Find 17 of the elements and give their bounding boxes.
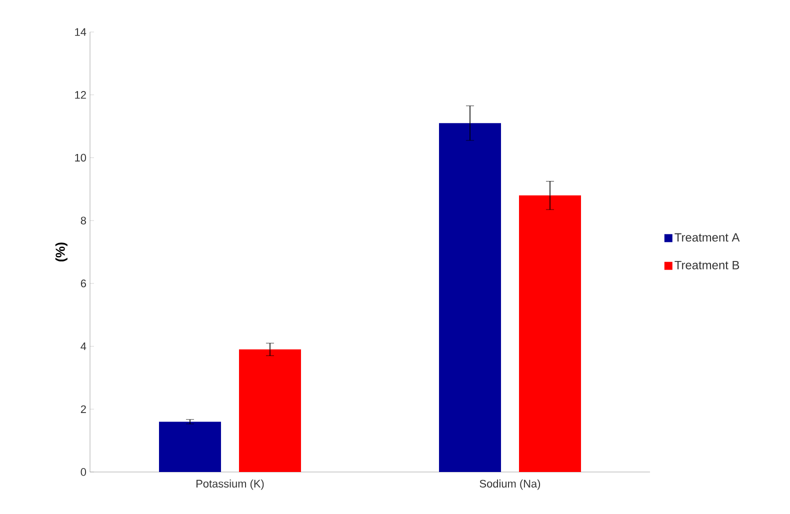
legend-label: Treatment B	[674, 260, 740, 270]
y-axis-title: (%)	[55, 242, 68, 262]
y-tick-label: 4	[80, 342, 86, 350]
bar	[439, 123, 502, 472]
bar	[239, 349, 302, 472]
legend-label: Treatment A	[674, 233, 740, 242]
y-tick-label: 0	[80, 468, 86, 476]
bar	[519, 195, 582, 472]
y-tick-label: 10	[75, 154, 86, 162]
y-tick-label: 6	[80, 280, 86, 288]
bar	[159, 422, 222, 472]
y-tick-label: 2	[80, 405, 86, 413]
y-tick-label: 14	[75, 28, 86, 36]
x-tick-label: Potassium (K)	[196, 480, 264, 490]
x-tick-label: Sodium (Na)	[480, 480, 540, 490]
y-tick-label: 12	[75, 91, 86, 99]
y-tick-label: 8	[80, 216, 86, 224]
